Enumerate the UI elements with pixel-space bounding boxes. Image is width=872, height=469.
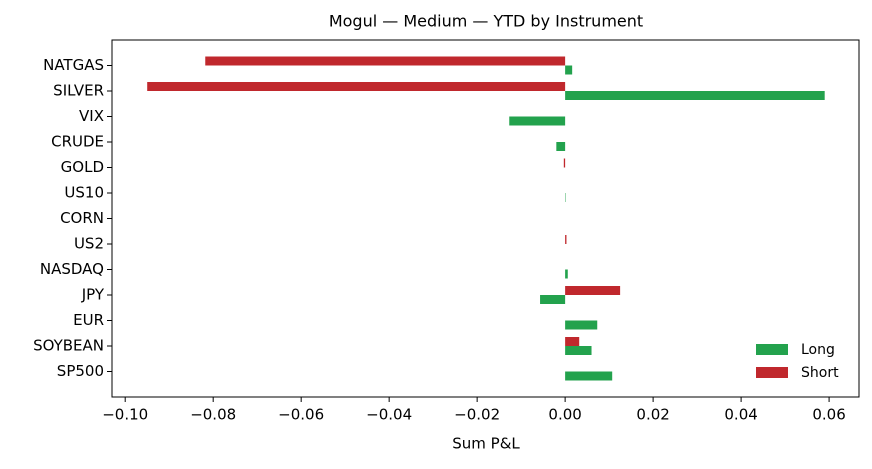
bar bbox=[565, 346, 592, 355]
legend-swatch bbox=[756, 344, 788, 355]
y-tick-label: CORN bbox=[60, 209, 104, 227]
y-tick-label: JPY bbox=[81, 286, 105, 304]
y-tick-label: SOYBEAN bbox=[33, 337, 104, 355]
y-tick-label: GOLD bbox=[61, 158, 104, 176]
x-axis-label: Sum P&L bbox=[452, 435, 520, 453]
legend-label: Long bbox=[801, 342, 835, 358]
y-tick-label: SILVER bbox=[53, 82, 104, 100]
y-tick-label: EUR bbox=[73, 311, 104, 329]
chart-title: Mogul — Medium — YTD by Instrument bbox=[329, 12, 643, 31]
y-tick-label: SP500 bbox=[57, 362, 104, 380]
x-tick-label: 0.06 bbox=[812, 406, 845, 424]
y-tick-label: VIX bbox=[79, 107, 104, 125]
x-tick-label: −0.08 bbox=[190, 406, 236, 424]
x-tick-label: −0.06 bbox=[278, 406, 324, 424]
x-tick-label: 0.00 bbox=[548, 406, 581, 424]
x-tick-label: −0.04 bbox=[366, 406, 412, 424]
bar bbox=[565, 91, 825, 100]
x-tick-label: 0.02 bbox=[636, 406, 669, 424]
y-tick-label: US10 bbox=[64, 184, 104, 202]
bar bbox=[540, 295, 566, 304]
y-tick-label: CRUDE bbox=[51, 133, 104, 151]
x-tick-label: 0.04 bbox=[724, 406, 757, 424]
bar bbox=[565, 371, 613, 381]
legend-swatch bbox=[756, 367, 788, 378]
x-tick-label: −0.02 bbox=[454, 406, 500, 424]
bar bbox=[563, 158, 566, 168]
x-tick-label: −0.10 bbox=[102, 406, 148, 424]
bar bbox=[147, 82, 566, 91]
bar bbox=[565, 269, 568, 279]
bar bbox=[565, 320, 598, 330]
y-tick-label: US2 bbox=[74, 235, 104, 253]
legend-label: Short bbox=[801, 365, 839, 381]
bar bbox=[509, 116, 566, 126]
bar bbox=[556, 142, 566, 151]
y-tick-label: NATGAS bbox=[43, 56, 104, 74]
bar bbox=[565, 337, 580, 346]
y-tick-label: NASDAQ bbox=[40, 260, 104, 278]
bar bbox=[205, 56, 566, 66]
bar bbox=[565, 286, 621, 295]
bar bbox=[565, 65, 573, 75]
bar bbox=[565, 235, 567, 244]
